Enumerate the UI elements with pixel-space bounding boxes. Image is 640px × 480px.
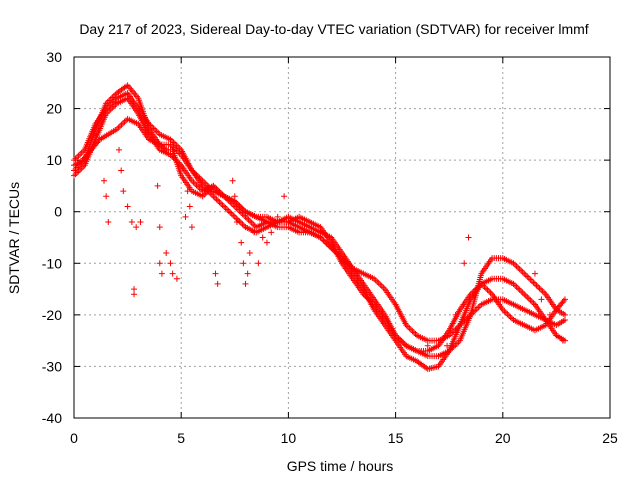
data-point: [128, 219, 135, 226]
data-point: [452, 311, 459, 318]
data-point: [116, 146, 123, 153]
y-tick-label: 10: [46, 152, 62, 168]
data-point: [103, 193, 110, 200]
data-point: [546, 311, 553, 318]
data-point: [156, 224, 163, 231]
y-tick-label: -10: [42, 255, 62, 271]
data-point: [240, 260, 247, 267]
data-point: [154, 182, 161, 189]
data-point: [281, 193, 288, 200]
x-tick-label: 20: [495, 430, 511, 446]
y-tick-label: -40: [42, 410, 62, 426]
data-point: [263, 239, 270, 246]
data-point: [214, 280, 221, 287]
data-point: [244, 270, 251, 277]
tick-labels: 0 5 10 15 20 25 -40 -30 -20 -10 0 10 20 30: [42, 49, 618, 446]
data-point: [124, 203, 131, 210]
data-point: [169, 270, 176, 277]
data-point: [246, 249, 253, 256]
data-point: [561, 311, 568, 318]
data-point: [101, 177, 108, 184]
data-point: [268, 229, 275, 236]
data-point: [559, 337, 566, 344]
data-point: [461, 260, 468, 267]
data-point: [184, 188, 191, 195]
plot-border: [73, 56, 611, 419]
x-tick-label: 5: [177, 430, 185, 446]
x-tick-label: 25: [602, 430, 618, 446]
data-point: [561, 317, 568, 324]
data-point: [561, 296, 568, 303]
data-point: [133, 224, 140, 231]
plot-frame: [73, 56, 611, 419]
grid: [74, 57, 610, 418]
data-point: [238, 239, 245, 246]
data-point-interp: [560, 297, 567, 304]
data-point: [167, 260, 174, 267]
data-point: [118, 167, 125, 174]
data-point: [255, 260, 262, 267]
data-point: [173, 275, 180, 282]
data-point: [465, 234, 472, 241]
y-tick-label: -20: [42, 307, 62, 323]
data-point: [274, 213, 281, 220]
y-tick-label: 30: [46, 49, 62, 65]
data-point: [163, 249, 170, 256]
x-tick-label: 0: [70, 430, 78, 446]
data-point: [188, 224, 195, 231]
data-point: [182, 213, 189, 220]
data-point: [105, 219, 112, 226]
y-tick-label: 0: [54, 204, 62, 220]
data-point: [242, 280, 249, 287]
data-point: [531, 270, 538, 277]
x-tick-label: 15: [388, 430, 404, 446]
data-points: [71, 82, 568, 373]
data-point: [444, 342, 451, 349]
data-point: [131, 286, 138, 293]
data-point: [424, 342, 431, 349]
data-point: [259, 234, 266, 241]
data-point: [553, 332, 560, 339]
y-tick-label: 20: [46, 101, 62, 117]
data-point: [233, 219, 240, 226]
data-point: [251, 229, 258, 236]
data-point: [435, 353, 442, 360]
data-point: [137, 219, 144, 226]
x-axis-label: GPS time / hours: [287, 458, 394, 474]
data-point: [186, 203, 193, 210]
data-point: [538, 296, 545, 303]
data-point-interp: [95, 137, 102, 144]
data-point: [158, 270, 165, 277]
data-point: [229, 177, 236, 184]
data-point: [131, 291, 138, 298]
y-axis-label: SDTVAR / TECUs: [6, 182, 22, 294]
x-tick-label: 10: [281, 430, 297, 446]
data-point: [120, 188, 127, 195]
y-tick-label: -30: [42, 358, 62, 374]
data-point: [212, 270, 219, 277]
chart-title: Day 217 of 2023, Sidereal Day-to-day VTE…: [79, 21, 588, 37]
data-point: [231, 193, 238, 200]
data-point: [156, 260, 163, 267]
